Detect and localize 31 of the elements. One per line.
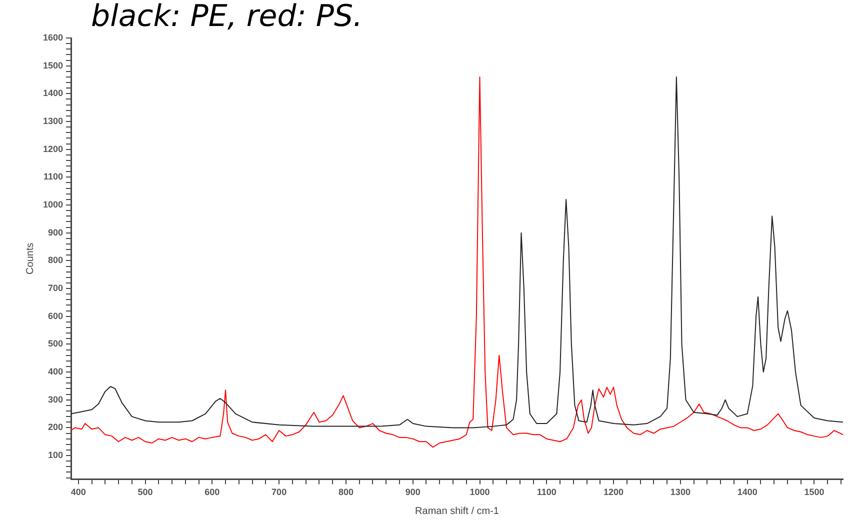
y-tick-label: 800 bbox=[48, 255, 64, 266]
y-tick-label: 900 bbox=[48, 227, 64, 238]
y-tick-label: 300 bbox=[48, 394, 64, 404]
x-tick-label: 700 bbox=[272, 487, 287, 498]
y-tick-label: 1300 bbox=[42, 116, 64, 126]
chart-title: black: PE, red: PS. bbox=[91, 0, 363, 34]
x-tick-label: 1300 bbox=[670, 487, 690, 498]
x-axis-title: Raman shift / cm-1 bbox=[415, 506, 500, 517]
x-tick-label: 500 bbox=[138, 487, 153, 498]
x-tick-label: 600 bbox=[204, 487, 220, 498]
x-tick-label: 900 bbox=[405, 487, 420, 498]
x-tick-label: 1500 bbox=[804, 487, 824, 498]
y-axis-title: Counts bbox=[24, 242, 36, 274]
y-tick-label: 1400 bbox=[42, 88, 64, 98]
x-tick-label: 1000 bbox=[470, 487, 490, 498]
y-tick-label: 500 bbox=[48, 338, 64, 349]
y-tick-label: 1100 bbox=[43, 172, 64, 182]
x-tick-label: 800 bbox=[338, 487, 354, 498]
y-tick-label: 100 bbox=[48, 450, 64, 460]
y-tick-label: 1000 bbox=[42, 200, 64, 210]
x-tick-label: 1200 bbox=[604, 487, 624, 498]
y-tick-label: 1600 bbox=[42, 32, 64, 42]
y-tick-label: 600 bbox=[48, 310, 64, 321]
y-tick-label: 1500 bbox=[42, 60, 64, 70]
y-tick-label: 200 bbox=[48, 422, 64, 432]
x-tick-label: 1400 bbox=[737, 487, 758, 498]
y-tick-label: 700 bbox=[48, 283, 64, 294]
y-tick-label: 1200 bbox=[42, 144, 64, 154]
x-tick-label: 1100 bbox=[536, 487, 556, 498]
x-tick-label: 400 bbox=[70, 487, 86, 498]
y-tick-label: 400 bbox=[48, 366, 64, 377]
